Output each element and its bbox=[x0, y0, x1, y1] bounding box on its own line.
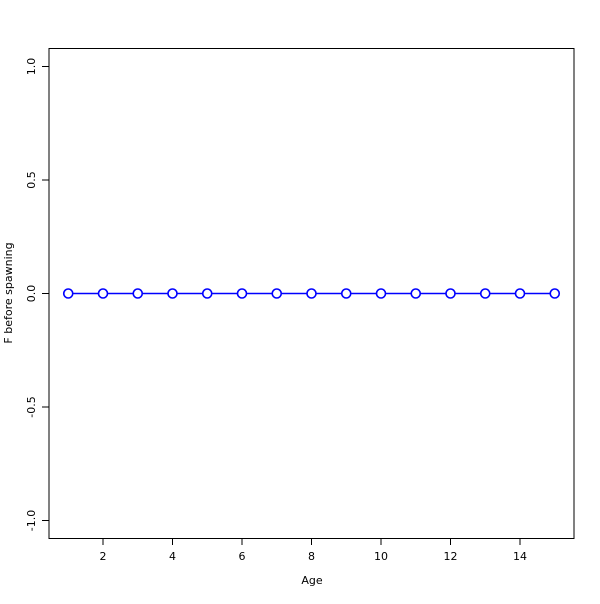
data-point bbox=[410, 288, 422, 299]
y-axis: -1.0 -0.5 0.0 0.5 1.0 bbox=[25, 58, 49, 531]
data-point bbox=[514, 288, 526, 299]
x-tick-label: 10 bbox=[374, 550, 388, 563]
y-tick-label: 0.0 bbox=[25, 285, 38, 303]
x-tick-label: 14 bbox=[513, 550, 527, 563]
data-point bbox=[340, 288, 352, 299]
data-point bbox=[375, 288, 387, 299]
x-tick-label: 6 bbox=[239, 550, 246, 563]
data-point bbox=[271, 288, 283, 299]
data-point bbox=[62, 288, 74, 299]
data-point bbox=[236, 288, 248, 299]
y-tick-label: 1.0 bbox=[25, 58, 38, 76]
x-axis-label: Age bbox=[301, 574, 323, 587]
x-tick-label: 12 bbox=[444, 550, 458, 563]
data-point bbox=[167, 288, 178, 299]
x-tick-label: 8 bbox=[308, 550, 315, 563]
data-point bbox=[445, 288, 456, 299]
x-tick-label: 4 bbox=[169, 550, 176, 563]
x-axis: 2 4 6 8 10 12 14 bbox=[100, 538, 527, 563]
data-point bbox=[97, 288, 109, 299]
x-tick-label: 2 bbox=[100, 550, 107, 563]
data-point bbox=[306, 288, 317, 299]
data-point bbox=[201, 288, 213, 299]
y-tick-label: -0.5 bbox=[25, 396, 38, 417]
data-point bbox=[132, 288, 144, 299]
y-tick-label: 0.5 bbox=[25, 171, 38, 189]
data-point bbox=[549, 288, 561, 299]
data-point bbox=[479, 288, 491, 299]
series bbox=[62, 288, 561, 299]
y-tick-label: -1.0 bbox=[25, 510, 38, 531]
y-axis-label: F before spawning bbox=[2, 242, 15, 343]
